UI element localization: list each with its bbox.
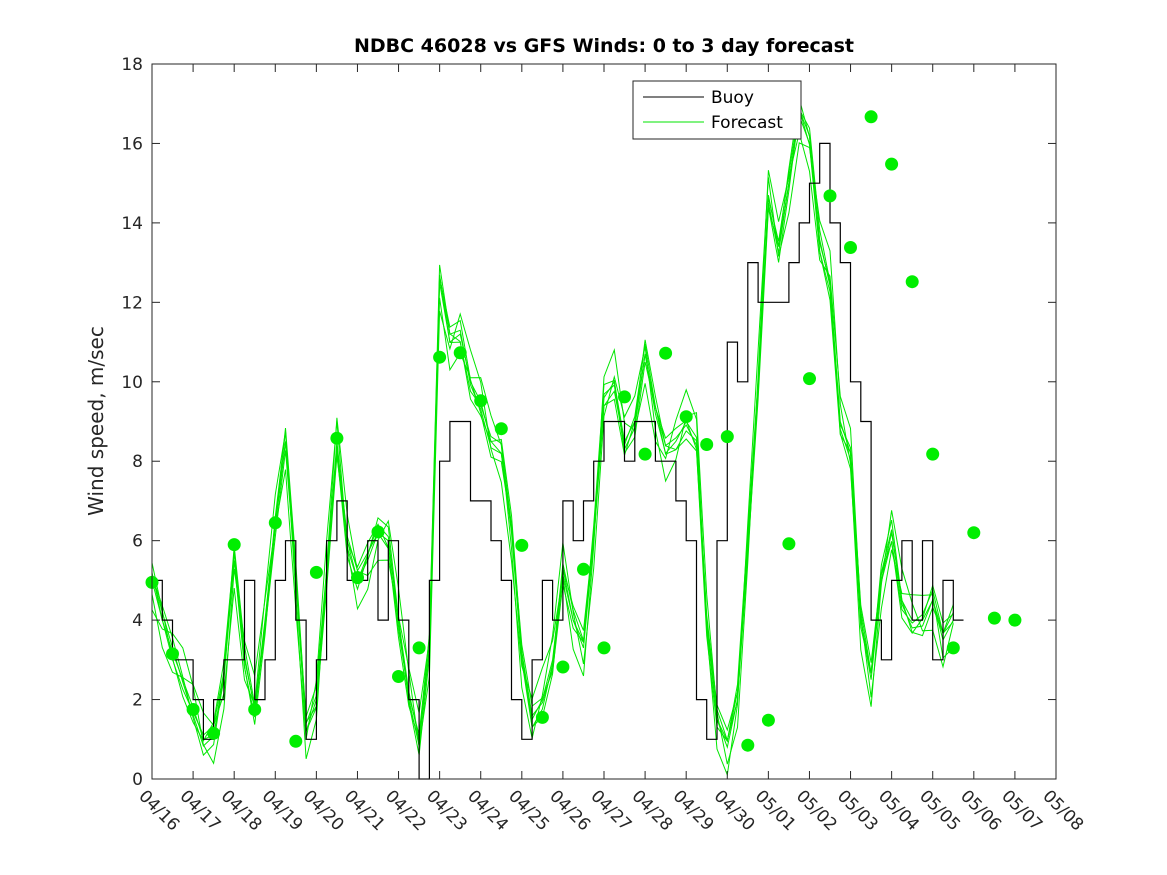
x-tick-label: 04/27 [586, 786, 635, 835]
x-tick-label: 05/05 [915, 786, 964, 835]
forecast-marker [227, 538, 241, 552]
forecast-marker [515, 538, 529, 552]
y-tick-label: 18 [121, 55, 143, 75]
x-tick-label: 04/23 [422, 786, 471, 835]
x-tick-label: 04/26 [545, 786, 594, 835]
forecast-marker [412, 641, 426, 655]
forecast-marker [782, 537, 796, 551]
forecast-marker [186, 703, 200, 716]
forecast-marker [268, 516, 282, 530]
y-tick-label: 14 [121, 214, 143, 234]
x-tick-label: 04/19 [258, 786, 307, 835]
x-tick-label: 05/02 [792, 786, 841, 835]
forecast-marker [967, 526, 981, 540]
forecast-marker [1008, 613, 1022, 627]
forecast-marker [679, 410, 693, 424]
forecast-marker [638, 447, 652, 461]
legend: Buoy Forecast [632, 80, 802, 140]
x-tick-label: 05/01 [751, 786, 800, 835]
forecast-marker [433, 350, 447, 364]
forecast-marker [453, 346, 467, 360]
x-tick-label: 05/07 [997, 786, 1046, 835]
forecast-marker [556, 660, 570, 674]
plot-area [145, 63, 1057, 780]
forecast-marker [844, 241, 857, 254]
forecast-marker [351, 571, 364, 585]
forecast-marker [741, 738, 755, 752]
forecast-series-line [151, 107, 954, 747]
x-tick-label: 04/22 [381, 786, 430, 835]
forecast-marker [392, 670, 405, 683]
forecast-marker [535, 710, 549, 724]
y-tick-label: 6 [132, 532, 143, 552]
forecast-marker [987, 611, 1001, 625]
forecast-marker [474, 394, 488, 408]
y-axis-title: Wind speed, m/sec [84, 326, 108, 516]
forecast-marker [577, 562, 590, 576]
y-tick-label: 12 [121, 293, 143, 313]
x-tick-label: 05/06 [956, 786, 1005, 835]
y-tick-label: 16 [121, 134, 143, 154]
forecast-marker [720, 430, 734, 444]
buoy-series-line [152, 142, 964, 780]
legend-forecast-label: Forecast [711, 113, 783, 133]
x-tick-label: 04/16 [134, 786, 183, 835]
y-tick-label: 2 [132, 691, 143, 711]
y-tick-label: 0 [132, 770, 143, 790]
forecast-series-line [151, 107, 954, 757]
x-tick-label: 05/04 [874, 786, 923, 835]
forecast-marker [494, 422, 508, 436]
x-tick-label: 04/17 [176, 786, 225, 835]
y-tick-label: 4 [132, 611, 143, 631]
x-tick-label: 04/20 [299, 786, 348, 835]
x-tick-label: 04/25 [504, 786, 553, 835]
y-axis: 0 2 4 6 8 10 12 14 16 18 [121, 55, 1056, 790]
y-tick-label: 8 [132, 452, 143, 472]
x-tick-label: 04/21 [340, 786, 389, 835]
forecast-marker [207, 726, 221, 740]
forecast-marker [289, 734, 303, 748]
x-tick-label: 04/30 [710, 786, 759, 835]
forecast-marker [597, 641, 611, 655]
y-tick-label: 10 [121, 373, 143, 393]
forecast-marker [371, 525, 385, 539]
legend-buoy-label: Buoy [711, 88, 754, 108]
forecast-marker [618, 390, 631, 404]
forecast-marker [803, 372, 816, 386]
x-tick-label: 04/28 [628, 786, 677, 835]
forecast-marker [330, 431, 344, 445]
forecast-marker [823, 189, 837, 203]
buoy-line [152, 142, 964, 780]
forecast-marker [166, 647, 179, 661]
forecast-marker [926, 447, 940, 461]
chart-title: NDBC 46028 vs GFS Winds: 0 to 3 day fore… [354, 35, 854, 57]
forecast-lines [151, 98, 954, 777]
forecast-marker [885, 157, 899, 171]
x-tick-label: 04/29 [669, 786, 718, 835]
forecast-series-line [151, 142, 954, 777]
x-tick-label: 05/03 [833, 786, 882, 835]
forecast-marker [905, 275, 919, 289]
forecast-marker [700, 438, 714, 451]
x-tick-label: 04/24 [463, 786, 512, 835]
x-tick-label: 05/08 [1038, 786, 1087, 835]
forecast-marker [946, 641, 960, 655]
forecast-marker [248, 703, 262, 716]
forecast-marker [761, 713, 775, 727]
forecast-marker [309, 565, 323, 579]
legend-box [632, 80, 802, 140]
forecast-marker [659, 346, 673, 360]
forecast-marker [864, 110, 878, 124]
x-tick-label: 04/18 [217, 786, 266, 835]
